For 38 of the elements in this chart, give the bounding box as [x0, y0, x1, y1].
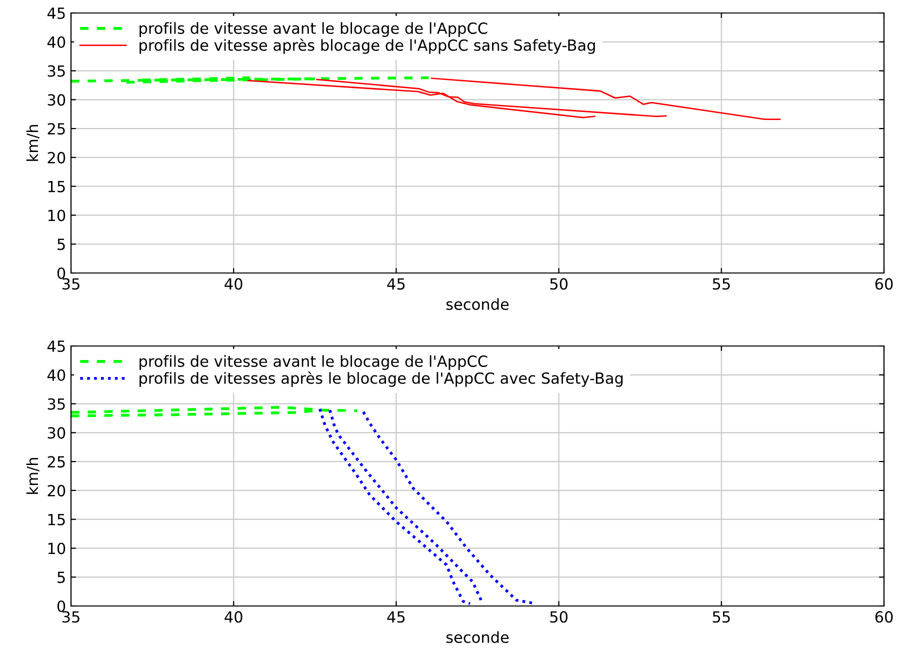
y-tick-label: 25 [48, 123, 65, 135]
y-axis-title: km/h [26, 458, 40, 494]
y-tick-label: 25 [48, 456, 65, 468]
x-tick-label: 45 [387, 611, 405, 623]
y-tick-label: 0 [57, 600, 66, 612]
y-tick-label: 40 [47, 36, 66, 48]
y-tick-label: 30 [48, 94, 66, 106]
legend-label: profils de vitesse avant le blocage de l'AppCC [140, 22, 488, 37]
x-tick-label: 60 [875, 611, 893, 623]
y-tick-label: 15 [48, 181, 65, 192]
x-axis-title: seconde [446, 631, 509, 644]
y-tick-label: 5 [58, 238, 65, 250]
x-tick-label: 40 [224, 611, 242, 623]
x-tick-label: 55 [712, 278, 730, 290]
y-tick-label: 10 [48, 210, 66, 222]
legend-label: profils de vitesse après blocage de l'AppCC sans Safety-Bag [140, 38, 595, 54]
y-axis-title: km/h [26, 125, 40, 161]
y-tick-label: 5 [58, 572, 65, 584]
x-axis-title: seconde [446, 298, 509, 310]
legend-label: profils de vitesses après le blocage de l'AppCC avec Safety-Bag [140, 371, 623, 387]
y-tick-label: 35 [48, 398, 65, 410]
y-tick-label: 45 [47, 8, 65, 20]
y-tick-label: 0 [57, 267, 66, 280]
y-tick-label: 10 [48, 542, 66, 554]
x-tick-label: 50 [550, 611, 568, 623]
x-tick-label: 60 [875, 278, 893, 290]
x-tick-label: 55 [712, 611, 730, 623]
y-tick-label: 20 [48, 484, 66, 496]
y-tick-label: 15 [48, 514, 65, 526]
y-tick-label: 35 [48, 65, 65, 77]
legend-label: profils de vitesse avant le blocage de l'AppCC [140, 355, 488, 370]
y-tick-label: 45 [47, 340, 65, 352]
y-tick-label: 40 [47, 369, 66, 381]
x-tick-label: 40 [224, 278, 242, 290]
y-tick-label: 20 [48, 152, 66, 164]
x-tick-label: 50 [550, 278, 568, 290]
y-tick-label: 30 [48, 427, 66, 439]
x-tick-label: 45 [387, 278, 405, 290]
